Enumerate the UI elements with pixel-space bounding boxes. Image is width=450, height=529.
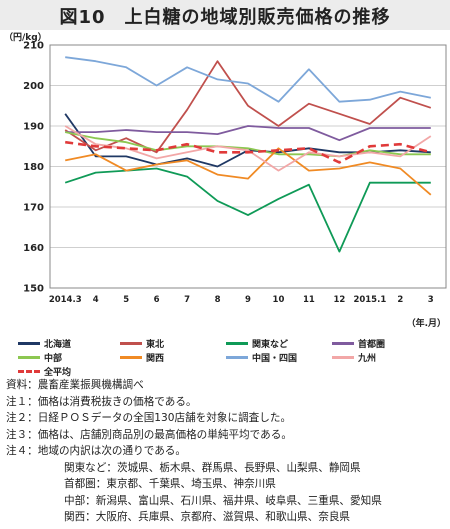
y-tick-label: 200	[23, 81, 44, 92]
plot-frame	[49, 44, 447, 289]
legend-label: 中部	[44, 353, 63, 364]
x-tick-label: 11	[303, 295, 315, 305]
y-tick-label: 180	[23, 162, 44, 173]
legend-swatch	[120, 341, 142, 345]
series-line	[65, 56, 431, 103]
legend-item: 中部	[18, 350, 62, 364]
x-tick-label: 3	[428, 295, 434, 305]
x-tick-label: 12	[333, 295, 345, 305]
title-bar	[0, 0, 450, 30]
x-tick-label: 7	[184, 295, 190, 305]
legend-label: 九州	[358, 353, 377, 364]
x-tick-label: 10	[273, 295, 285, 305]
legend-item: 北海道	[18, 336, 71, 350]
legend-label: 中国・四国	[252, 353, 298, 364]
legend-item: 全平均	[18, 364, 71, 378]
legend-item: 関東など	[226, 336, 288, 350]
legend-item: 中国・四国	[226, 350, 297, 364]
chart-legend: 北海道 東北 関東など 首都圏中部 関西 中国・四国 九州全平均	[0, 336, 450, 378]
x-tick-label: 8	[215, 295, 221, 305]
x-axis-label: （年.月）	[407, 317, 446, 329]
series-line	[64, 167, 431, 253]
legend-swatch	[332, 341, 354, 345]
y-tick-label: 170	[23, 203, 44, 214]
legend-label: 関東など	[252, 339, 289, 350]
region-note-kansai: 関西：大阪府、兵庫県、京都府、滋賀県、和歌山県、奈良県	[64, 511, 351, 523]
note-1: 注１：価格は消費税抜きの価格である。	[6, 395, 197, 408]
legend-item: 首都圏	[332, 336, 385, 350]
legend-swatch	[18, 355, 40, 359]
series-line	[65, 140, 432, 164]
legend-swatch	[120, 355, 142, 359]
region-note-kanto: 関東など：茨城県、栃木県、群馬県、長野県、山梨県、静岡県	[64, 461, 361, 474]
legend-swatch	[226, 355, 248, 359]
series-line	[65, 125, 431, 142]
x-tick-label: 6	[154, 295, 160, 305]
series-line	[65, 131, 431, 158]
y-axis-label: （円/kg）	[4, 32, 47, 43]
x-tick-label: 5	[123, 295, 129, 305]
x-tick-label: 4	[93, 295, 99, 305]
series-line	[64, 125, 432, 172]
x-tick-label: 9	[245, 295, 251, 305]
y-tick-label: 190	[23, 122, 44, 133]
legend-label: 北海道	[44, 339, 72, 350]
note-source: 資料：農畜産業振興機構調べ	[6, 379, 144, 391]
region-note-chubu: 中部：新潟県、富山県、石川県、福井県、岐阜県、三重県、愛知県	[64, 494, 382, 507]
legend-label: 東北	[146, 339, 165, 350]
y-tick-label: 160	[23, 243, 44, 254]
y-tick-label: 150	[23, 284, 44, 295]
note-4: 注４：地域の内訳は次の通りである。	[6, 445, 186, 457]
legend-item: 東北	[120, 336, 164, 350]
note-3: 注３：価格は、店舗別商品別の最高価格の単純平均である。	[6, 428, 292, 441]
series-line	[65, 147, 432, 196]
notes-block: 資料：農畜産業振興機構調べ 注１：価格は消費税抜きの価格である。 注２：日経ＰＯ…	[6, 377, 446, 526]
legend-swatch	[18, 369, 40, 373]
legend-swatch	[332, 355, 354, 359]
note-2: 注２：日経ＰＯＳデータの全国130店舗を対象に調査した。	[6, 412, 292, 424]
x-tick-label: 2	[397, 295, 403, 305]
legend-swatch	[226, 341, 248, 345]
region-note-shutoken: 首都圏：東京都、千葉県、埼玉県、神奈川県	[64, 478, 276, 490]
legend-label: 全平均	[44, 367, 72, 378]
legend-item: 関西	[120, 350, 164, 364]
legend-item: 九州	[332, 350, 376, 364]
series-line	[64, 60, 432, 154]
y-tick-label: 210	[23, 41, 44, 52]
legend-swatch	[18, 341, 40, 345]
x-tick-label: 2015.1	[353, 295, 386, 305]
legend-label: 首都圏	[358, 339, 386, 350]
legend-label: 関西	[146, 353, 165, 364]
x-tick-label: 2014.3	[49, 295, 82, 305]
chart-title: 図10 上白糖の地域別販売価格の推移	[59, 7, 391, 28]
